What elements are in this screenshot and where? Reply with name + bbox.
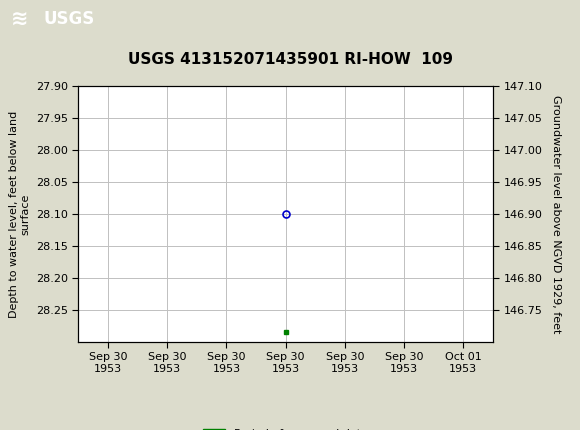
Text: USGS: USGS	[44, 10, 95, 28]
Y-axis label: Groundwater level above NGVD 1929, feet: Groundwater level above NGVD 1929, feet	[550, 95, 561, 333]
Text: USGS 413152071435901 RI-HOW  109: USGS 413152071435901 RI-HOW 109	[128, 52, 452, 67]
Y-axis label: Depth to water level, feet below land
surface: Depth to water level, feet below land su…	[9, 111, 30, 317]
Text: ≋: ≋	[10, 9, 28, 29]
Legend: Period of approved data: Period of approved data	[198, 424, 372, 430]
